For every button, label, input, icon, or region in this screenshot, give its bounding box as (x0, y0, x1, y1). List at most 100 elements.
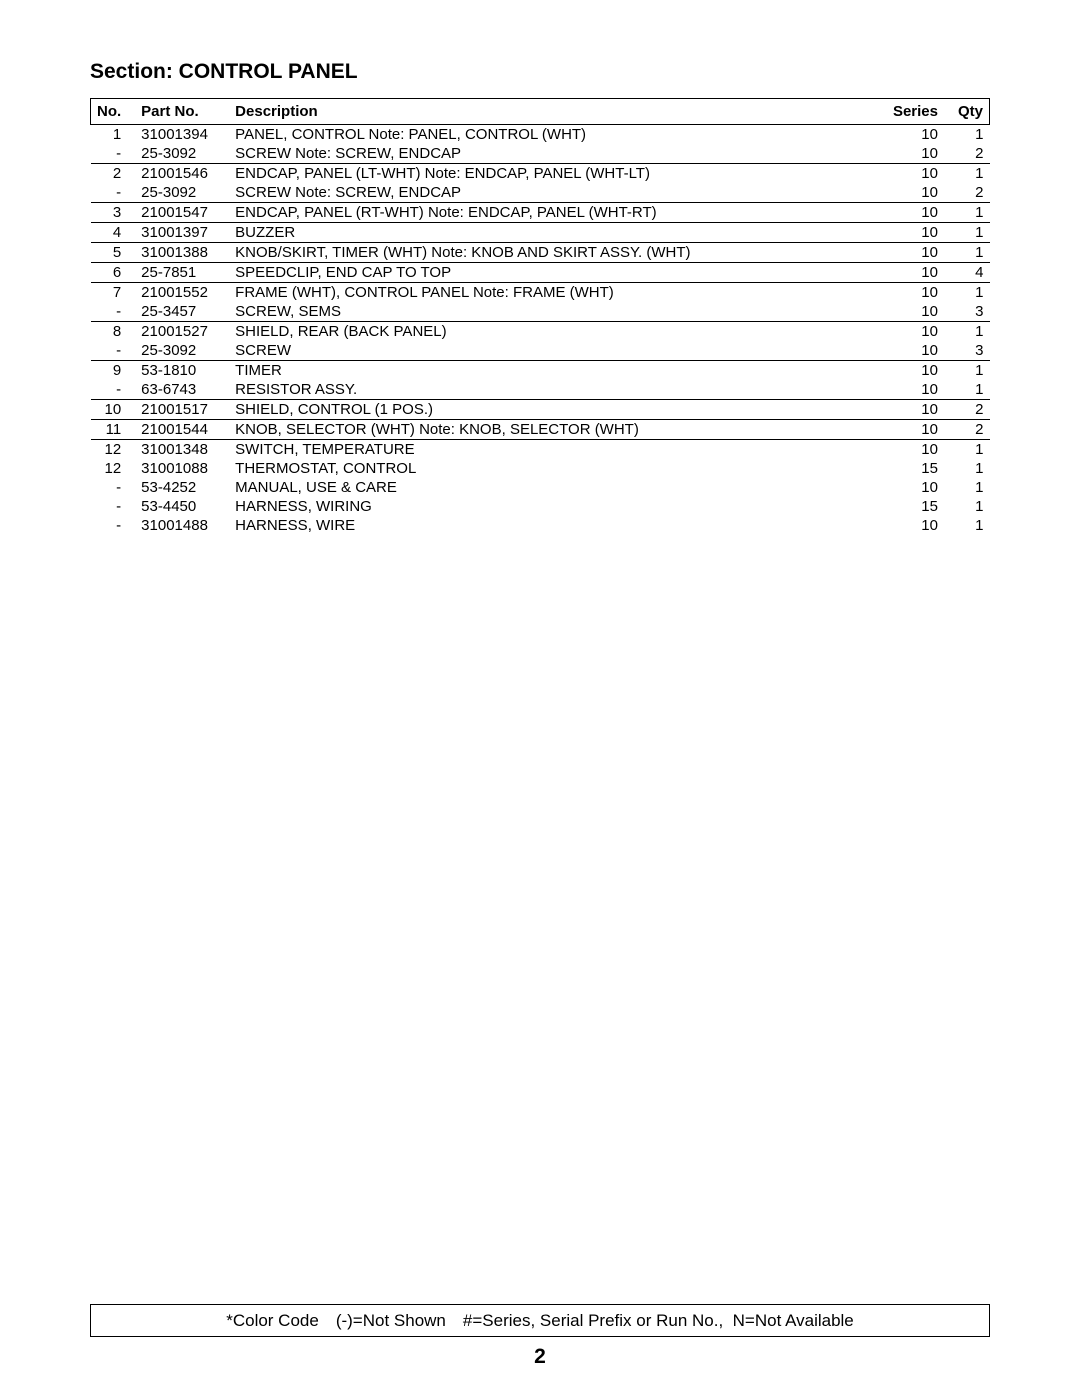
cell-part: 25-7851 (135, 263, 229, 283)
cell-desc: SHIELD, CONTROL (1 POS.) (229, 400, 887, 420)
table-row: 953-1810TIMER101 (91, 361, 990, 381)
cell-part: 21001517 (135, 400, 229, 420)
cell-series: 10 (887, 144, 952, 164)
cell-desc: ENDCAP, PANEL (LT-WHT) Note: ENDCAP, PAN… (229, 164, 887, 184)
cell-part: 31001397 (135, 223, 229, 243)
cell-series: 10 (887, 302, 952, 322)
cell-part: 53-1810 (135, 361, 229, 381)
cell-series: 10 (887, 223, 952, 243)
table-row: -53-4252MANUAL, USE & CARE101 (91, 478, 990, 497)
cell-qty: 1 (952, 478, 990, 497)
cell-series: 10 (887, 203, 952, 223)
cell-desc: TIMER (229, 361, 887, 381)
table-row: 431001397BUZZER101 (91, 223, 990, 243)
parts-table: No. Part No. Description Series Qty 1310… (90, 98, 990, 535)
cell-qty: 1 (952, 223, 990, 243)
cell-series: 10 (887, 322, 952, 342)
cell-desc: KNOB, SELECTOR (WHT) Note: KNOB, SELECTO… (229, 420, 887, 440)
cell-qty: 1 (952, 380, 990, 400)
cell-part: 25-3092 (135, 183, 229, 203)
cell-qty: 1 (952, 361, 990, 381)
cell-no: - (91, 341, 136, 361)
cell-qty: 1 (952, 459, 990, 478)
cell-series: 10 (887, 341, 952, 361)
cell-qty: 4 (952, 263, 990, 283)
cell-qty: 1 (952, 497, 990, 516)
cell-series: 15 (887, 497, 952, 516)
cell-series: 10 (887, 516, 952, 535)
cell-series: 10 (887, 183, 952, 203)
page: Section: CONTROL PANEL No. Part No. Desc… (0, 0, 1080, 1397)
table-row: -25-3092SCREW Note: SCREW, ENDCAP102 (91, 183, 990, 203)
cell-desc: SWITCH, TEMPERATURE (229, 440, 887, 460)
cell-no: - (91, 497, 136, 516)
cell-part: 53-4450 (135, 497, 229, 516)
cell-no: 11 (91, 420, 136, 440)
table-row: 1231001348SWITCH, TEMPERATURE101 (91, 440, 990, 460)
cell-series: 10 (887, 263, 952, 283)
cell-no: - (91, 183, 136, 203)
table-row: 321001547ENDCAP, PANEL (RT-WHT) Note: EN… (91, 203, 990, 223)
cell-desc: SHIELD, REAR (BACK PANEL) (229, 322, 887, 342)
cell-no: - (91, 516, 136, 535)
cell-desc: HARNESS, WIRE (229, 516, 887, 535)
cell-part: 21001544 (135, 420, 229, 440)
cell-no: 9 (91, 361, 136, 381)
cell-no: 12 (91, 440, 136, 460)
col-header-qty: Qty (952, 99, 990, 125)
cell-no: 7 (91, 283, 136, 303)
cell-qty: 2 (952, 420, 990, 440)
cell-qty: 1 (952, 283, 990, 303)
table-row: 625-7851SPEEDCLIP, END CAP TO TOP104 (91, 263, 990, 283)
table-row: 821001527SHIELD, REAR (BACK PANEL)101 (91, 322, 990, 342)
table-row: -63-6743RESISTOR ASSY.101 (91, 380, 990, 400)
cell-desc: FRAME (WHT), CONTROL PANEL Note: FRAME (… (229, 283, 887, 303)
cell-qty: 1 (952, 164, 990, 184)
cell-desc: SCREW Note: SCREW, ENDCAP (229, 144, 887, 164)
cell-qty: 1 (952, 243, 990, 263)
cell-series: 10 (887, 478, 952, 497)
table-row: -25-3092SCREW103 (91, 341, 990, 361)
table-row: 131001394PANEL, CONTROL Note: PANEL, CON… (91, 125, 990, 145)
cell-part: 31001388 (135, 243, 229, 263)
table-row: 531001388KNOB/SKIRT, TIMER (WHT) Note: K… (91, 243, 990, 263)
table-row: 1021001517SHIELD, CONTROL (1 POS.)102 (91, 400, 990, 420)
cell-series: 10 (887, 380, 952, 400)
cell-qty: 1 (952, 125, 990, 145)
cell-no: 3 (91, 203, 136, 223)
cell-desc: THERMOSTAT, CONTROL (229, 459, 887, 478)
table-row: 721001552FRAME (WHT), CONTROL PANEL Note… (91, 283, 990, 303)
cell-desc: HARNESS, WIRING (229, 497, 887, 516)
cell-desc: SCREW, SEMS (229, 302, 887, 322)
cell-part: 25-3092 (135, 144, 229, 164)
cell-no: 6 (91, 263, 136, 283)
cell-part: 63-6743 (135, 380, 229, 400)
cell-desc: BUZZER (229, 223, 887, 243)
cell-no: - (91, 380, 136, 400)
cell-qty: 2 (952, 400, 990, 420)
table-row: 1231001088THERMOSTAT, CONTROL151 (91, 459, 990, 478)
cell-part: 21001552 (135, 283, 229, 303)
cell-part: 25-3457 (135, 302, 229, 322)
cell-series: 10 (887, 400, 952, 420)
footer-legend: *Color Code (-)=Not Shown #=Series, Seri… (90, 1304, 990, 1337)
cell-part: 21001547 (135, 203, 229, 223)
table-row: -31001488HARNESS, WIRE101 (91, 516, 990, 535)
table-row: -25-3092SCREW Note: SCREW, ENDCAP102 (91, 144, 990, 164)
cell-no: 12 (91, 459, 136, 478)
cell-no: - (91, 478, 136, 497)
cell-no: 10 (91, 400, 136, 420)
cell-no: 4 (91, 223, 136, 243)
cell-qty: 1 (952, 516, 990, 535)
table-body: 131001394PANEL, CONTROL Note: PANEL, CON… (91, 125, 990, 536)
cell-qty: 3 (952, 341, 990, 361)
col-header-desc: Description (229, 99, 887, 125)
cell-no: 8 (91, 322, 136, 342)
cell-desc: ENDCAP, PANEL (RT-WHT) Note: ENDCAP, PAN… (229, 203, 887, 223)
cell-qty: 2 (952, 144, 990, 164)
cell-part: 31001088 (135, 459, 229, 478)
cell-no: 2 (91, 164, 136, 184)
cell-qty: 2 (952, 183, 990, 203)
cell-part: 21001527 (135, 322, 229, 342)
cell-part: 25-3092 (135, 341, 229, 361)
